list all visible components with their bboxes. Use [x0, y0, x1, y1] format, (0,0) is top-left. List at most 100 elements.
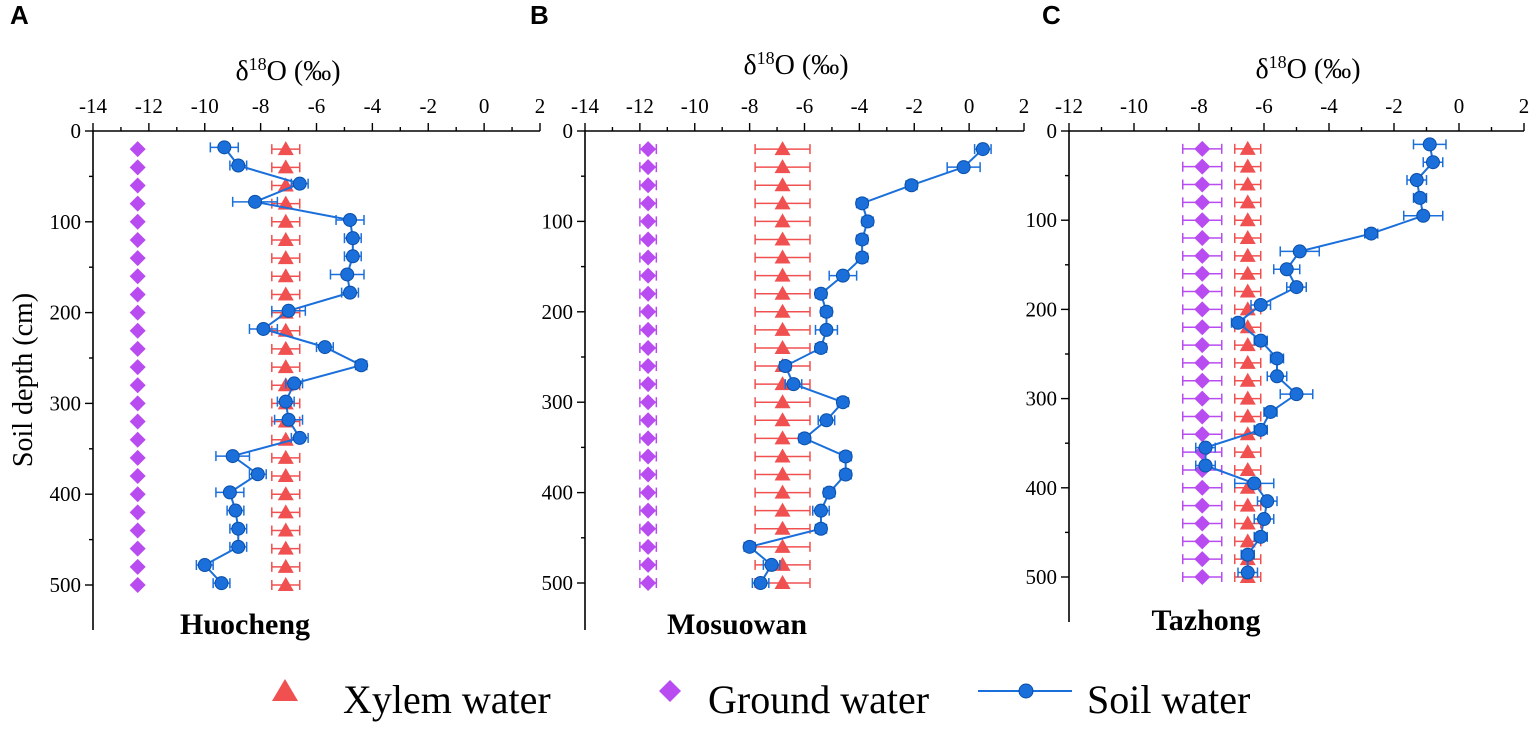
panel-a-soil-water-point	[197, 558, 212, 573]
panel-c-x-tick-label: -6	[1255, 94, 1273, 118]
panel-c-soil-water-point	[1270, 351, 1284, 366]
panel-b-xylem-water-point	[774, 231, 791, 246]
panel-a-y-tick-label: 400	[50, 482, 82, 506]
panel-b-soil-water-point	[813, 340, 828, 355]
panel-a-x-tick-label: 2	[535, 94, 546, 118]
panel-b-ground-water-point	[640, 556, 657, 573]
panel-a-xylem-water-point	[277, 486, 294, 501]
panel-c-soil-water-point	[1413, 190, 1427, 205]
panel-b-soil-water-point	[778, 359, 793, 374]
panel-c-soil-water-point	[1289, 280, 1304, 295]
panel-b-ground-water-point	[640, 195, 657, 212]
panel-b-xylem-water-point	[774, 195, 791, 210]
panel-c-x-tick-label: 0	[1454, 94, 1465, 118]
panel-c-soil-water-point	[1253, 422, 1268, 437]
panel-c-ground-water-point	[1194, 265, 1211, 282]
panel-c-x-axis-title: δ18O (‰)	[1255, 52, 1360, 85]
panel-a-ground-water-point	[129, 231, 146, 248]
panel-c-x-tick-label: -8	[1190, 94, 1208, 118]
panel-b-xylem-water-point	[774, 285, 791, 300]
legend-xylem-marker	[272, 679, 298, 701]
panel-b-soil-water-point	[819, 413, 834, 428]
panel-b-x-tick-label: -10	[681, 94, 709, 118]
legend-soil-label: Soil water	[1087, 677, 1250, 722]
panel-b-soil-water-point	[855, 196, 870, 211]
panel-b: B δ18O (‰) -14 -12 -10 -8 -6 -4 -2 0 20100200300…	[530, 0, 1029, 641]
panel-b-xylem-water-point	[774, 394, 791, 409]
panel-a: A δ18O (‰) Soil depth (cm) -14 -12 -10 -8 -6…	[8, 0, 545, 641]
panel-a-ground-water-point	[129, 540, 146, 557]
panel-a-soil-water-point	[228, 503, 243, 518]
panel-c-xylem-water-point	[1239, 461, 1256, 476]
panel-a-soil-water-point	[292, 176, 307, 191]
panel-a-xylem-water-point	[277, 540, 294, 555]
panel-a-soil-water-point	[222, 485, 237, 500]
panel-b-xylem-water-point	[774, 502, 791, 517]
panel-b-site-name: Mosuowan	[667, 608, 807, 641]
panel-c-xylem-water-point	[1239, 212, 1256, 227]
panel-b-xylem-water-point	[774, 466, 791, 481]
panel-a-xylem-water-point	[277, 231, 294, 246]
panel-a-ground-water-point	[129, 177, 146, 194]
panel-c-soil-water-point	[1240, 565, 1255, 580]
panel-c-ground-water-point	[1194, 569, 1211, 585]
panel-a-ground-water-point	[129, 195, 146, 212]
panel-a-ground-water-point	[129, 286, 146, 303]
panel-b-ground-water-point	[640, 177, 657, 194]
legend-xylem-label: Xylem water	[343, 677, 551, 722]
panel-c-ground-water-point	[1194, 479, 1211, 496]
panel-c-xylem-water-point	[1239, 176, 1256, 191]
panel-a-ground-water-point	[129, 304, 146, 321]
panel-c-x-tick-label: -10	[1120, 94, 1148, 118]
panel-a-x-tick-label: -6	[308, 94, 326, 118]
panel-c-soil-water-line	[1204, 144, 1435, 573]
panel-b-y-tick-label: 500	[542, 571, 574, 595]
panel-b-x-tick-label: -2	[906, 94, 924, 118]
panel-c-ground-water-point	[1194, 497, 1211, 514]
panel-b-soil-water-point	[819, 322, 834, 337]
panel-b-xylem-water-point	[774, 141, 791, 156]
panel-a-ground-water-point	[129, 431, 146, 448]
panel-b-xylem-water-point	[774, 267, 791, 282]
panel-b-xylem-water-point	[774, 321, 791, 336]
panel-b-xylem-water-point	[774, 575, 791, 589]
panel-a-xylem-water-point	[277, 159, 294, 174]
panel-a-x-axis-title: δ18O (‰)	[235, 54, 340, 87]
panel-b-xylem-water-point	[774, 376, 791, 391]
panel-c-soil-water-point	[1279, 262, 1294, 277]
panel-c-xylem-water-point	[1239, 337, 1256, 352]
panel-c-soil-water-point	[1289, 387, 1304, 402]
panel-c-soil-water-point	[1270, 369, 1284, 384]
panel-c-soil-water-point	[1422, 137, 1437, 152]
panel-b-ground-water-point	[640, 358, 657, 375]
panel-a-xylem-water-point	[277, 449, 294, 464]
panel-c-xylem-water-point	[1239, 354, 1256, 369]
panel-a-xylem-water-point	[277, 468, 294, 483]
panel-a-x-tick-label: -10	[191, 94, 219, 118]
panel-c-ground-water-point	[1194, 230, 1211, 247]
panel-b-x-tick-label: 0	[964, 94, 975, 118]
panel-a-x-tick-label: -14	[79, 94, 107, 118]
panel-a-ground-water-point	[129, 322, 146, 339]
panel-a-ground-water-point	[129, 250, 146, 267]
panel-b-xylem-water-point	[774, 339, 791, 354]
panel-c-xylem-water-point	[1239, 515, 1256, 530]
panel-a-soil-water-point	[343, 212, 358, 227]
panel-c-ground-water-point	[1194, 390, 1211, 407]
legend-soil-marker	[1018, 683, 1034, 699]
panel-b-ground-water-point	[640, 339, 657, 356]
panel-c-y-tick-label: 0	[1047, 119, 1058, 143]
panel-c-ground-water-point	[1194, 515, 1211, 532]
panel-b-y-tick-label: 200	[542, 300, 574, 324]
panel-a-soil-water-point	[231, 521, 246, 536]
panel-c-x-tick-label: -12	[1055, 94, 1083, 118]
panel-c-xylem-water-point	[1239, 301, 1256, 316]
panel-c-soil-water-point	[1260, 494, 1275, 509]
panel-b-xylem-water-point	[774, 538, 791, 553]
panel-a-soil-water-point	[281, 303, 296, 318]
panel-c-soil-water-point	[1416, 208, 1431, 223]
panel-b-x-tick-label: -14	[571, 94, 599, 118]
panel-b-soil-water-point	[813, 521, 828, 536]
panel-a-ground-water-point	[129, 486, 146, 503]
panel-b-ground-water-point	[640, 520, 657, 537]
